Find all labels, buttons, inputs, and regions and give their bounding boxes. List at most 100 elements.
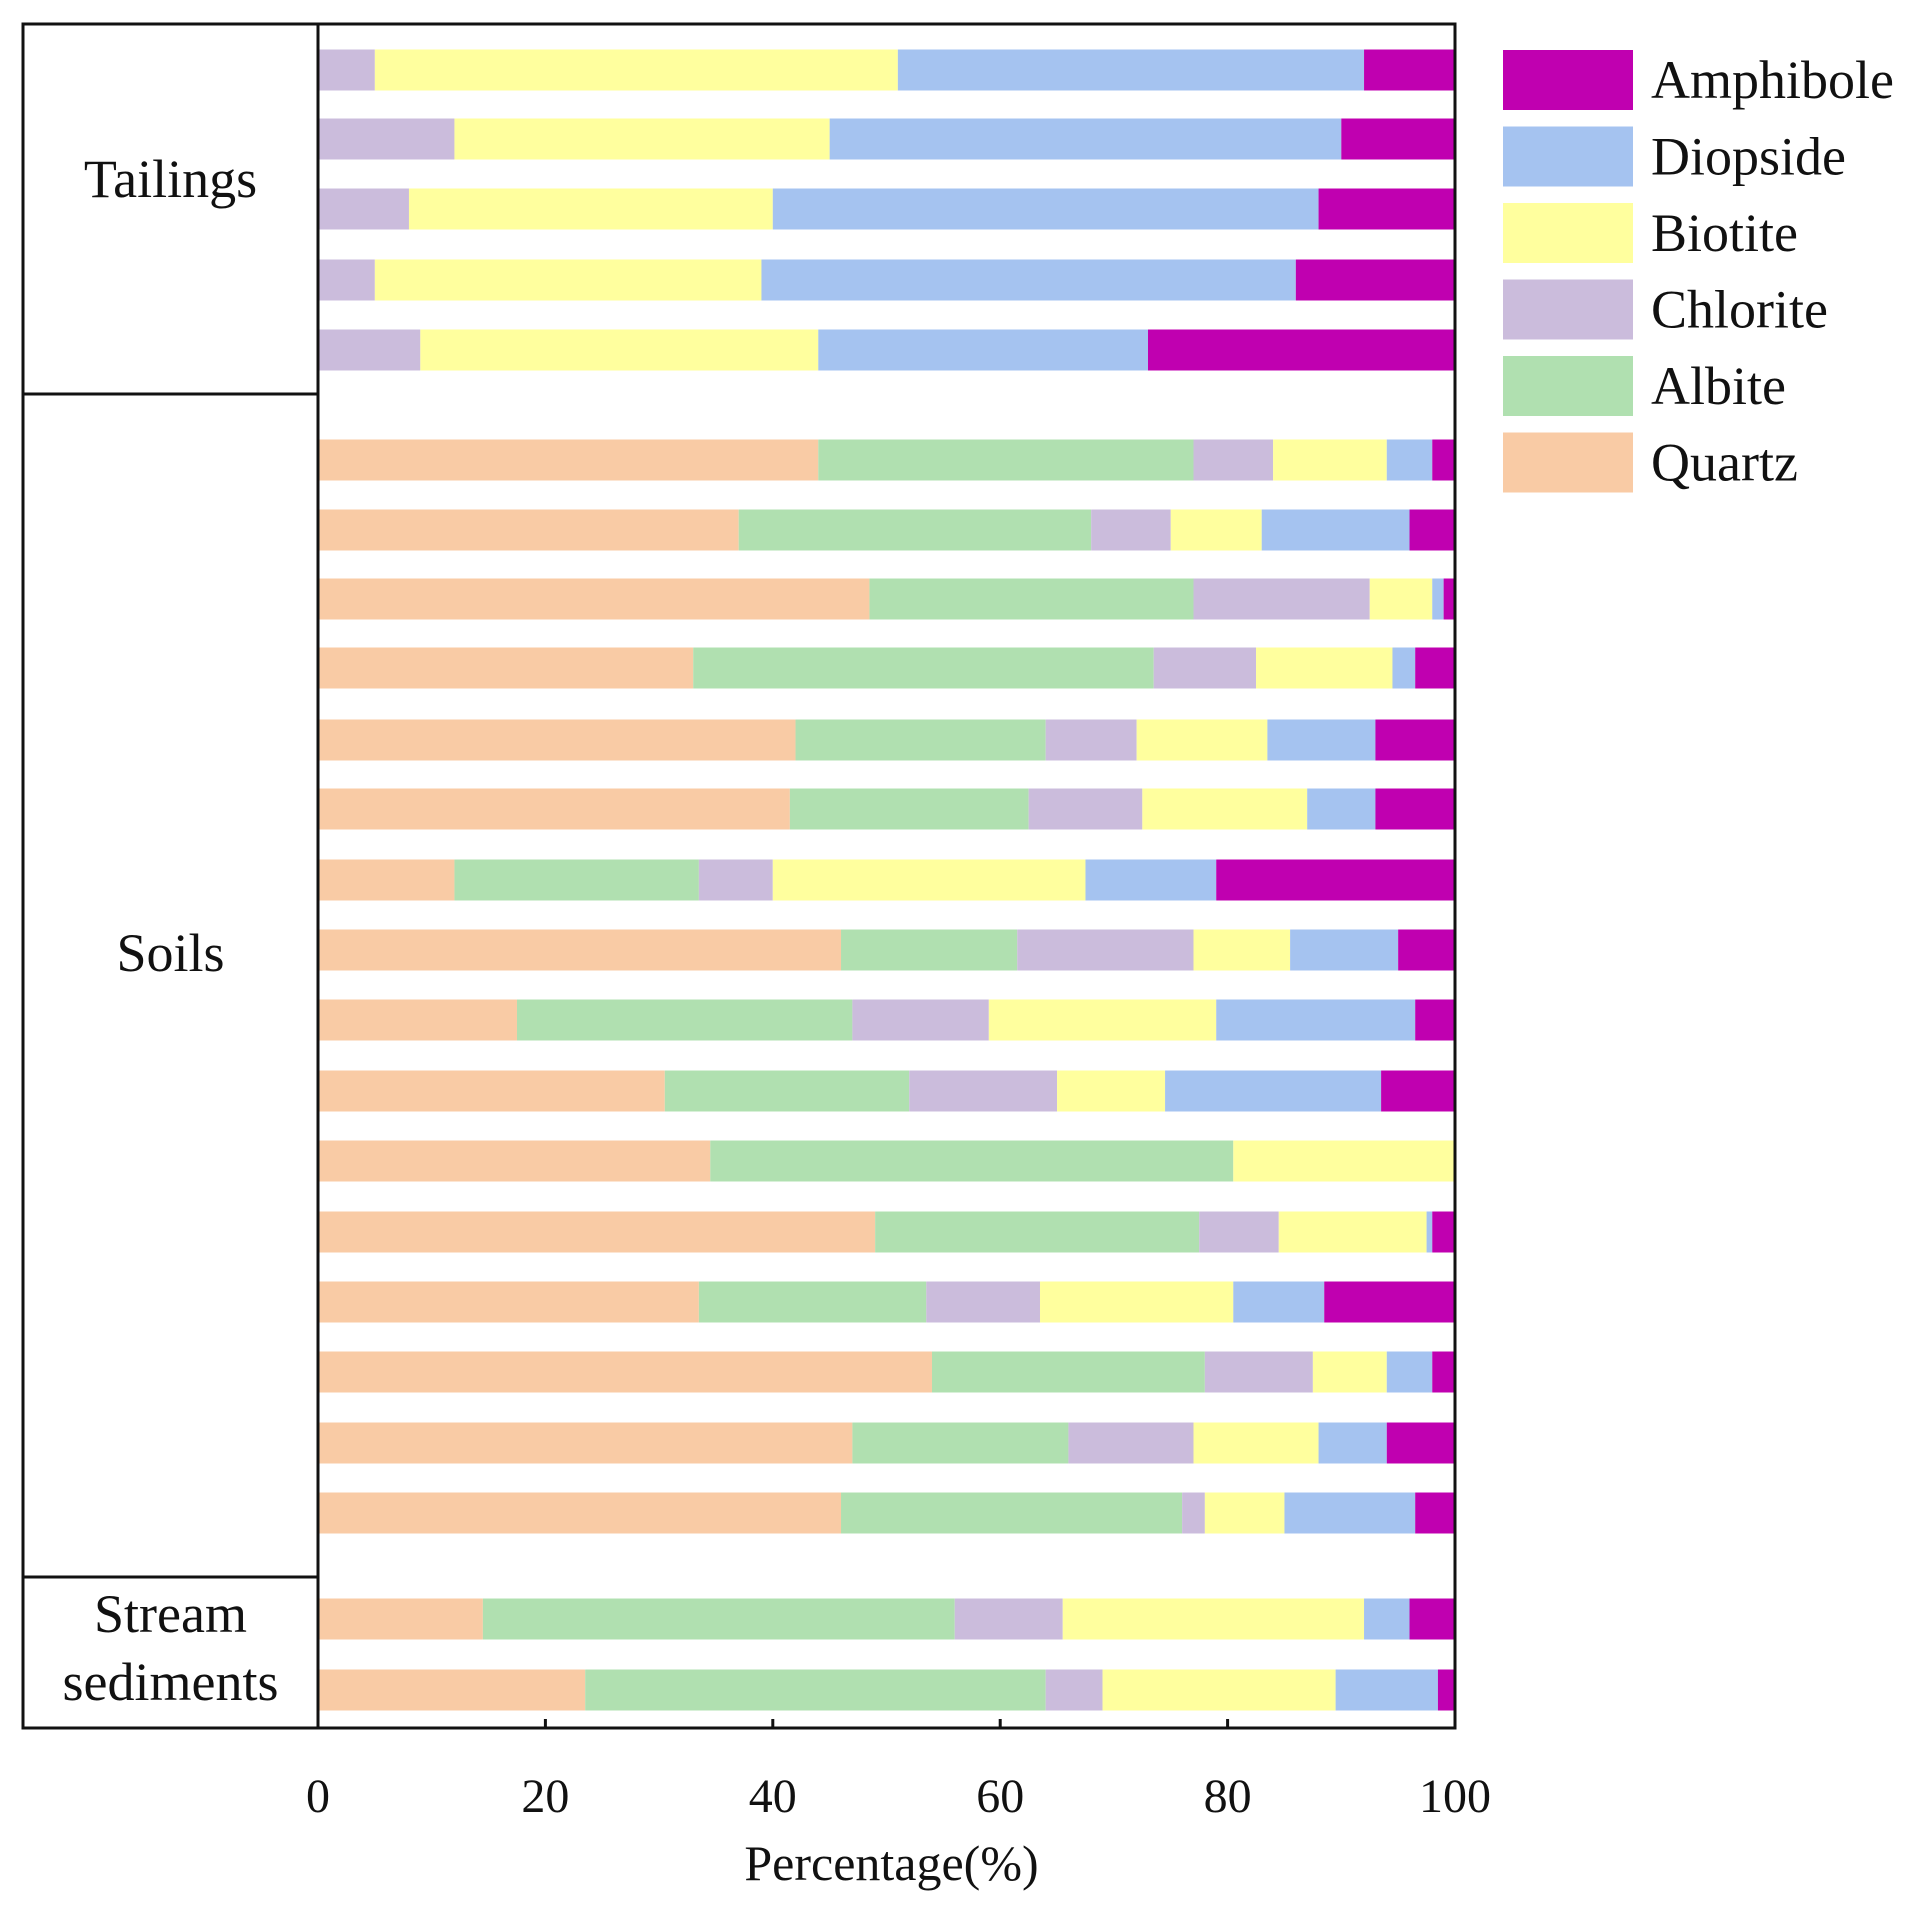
- bar-segment-chlorite: [318, 259, 375, 301]
- bar-row: [318, 1669, 1455, 1711]
- bar-segment-albite: [818, 439, 1194, 481]
- legend-label: Diopside: [1651, 127, 1846, 187]
- bar-segment-quartz: [318, 1669, 586, 1711]
- bar-segment-chlorite: [318, 118, 455, 160]
- bar-segment-chlorite: [1017, 929, 1194, 971]
- bar-segment-amphibole: [1432, 1351, 1455, 1393]
- x-tick-label: 40: [749, 1770, 797, 1823]
- bar-segment-albite: [795, 719, 1046, 761]
- bar-row: [318, 647, 1455, 689]
- bar-segment-chlorite: [318, 49, 375, 91]
- bar-segment-biotite: [1312, 1351, 1387, 1393]
- legend: Amphibole Diopside Biotite Chlorite Albite Qu…: [1503, 50, 1894, 493]
- legend-label: Albite: [1651, 356, 1786, 416]
- bar-row: [318, 1140, 1455, 1182]
- bar-segment-amphibole: [1415, 647, 1455, 689]
- bar-segment-quartz: [318, 1598, 483, 1640]
- bar-segment-diopside: [1386, 439, 1433, 481]
- bar-segment-amphibole: [1415, 1492, 1455, 1534]
- bar-segment-chlorite: [1045, 1669, 1103, 1711]
- bar-segment-amphibole: [1318, 188, 1455, 230]
- bar-segment-biotite: [374, 259, 762, 301]
- bar-row: [318, 999, 1455, 1041]
- bar-segment-amphibole: [1381, 1070, 1455, 1112]
- bar-segment-chlorite: [1193, 439, 1274, 481]
- bar-segment-chlorite: [926, 1281, 1040, 1323]
- bar-group: [318, 1598, 1455, 1711]
- bar-row: [318, 1598, 1455, 1640]
- bar-row: [318, 1070, 1455, 1112]
- x-axis: 0 20 40 60 80 100 Percentage(%): [306, 1719, 1491, 1891]
- bar-segment-chlorite: [852, 999, 989, 1041]
- bar-segment-diopside: [1085, 859, 1217, 901]
- bar-segment-biotite: [1136, 719, 1268, 761]
- bar-row: [318, 188, 1455, 230]
- bar-segment-chlorite: [909, 1070, 1058, 1112]
- bar-segment-albite: [869, 578, 1194, 620]
- legend-swatch: [1503, 203, 1633, 263]
- bar-segment-quartz: [318, 999, 517, 1041]
- bar-segment-amphibole: [1415, 999, 1455, 1041]
- bar-segment-quartz: [318, 719, 796, 761]
- bar-segment-biotite: [1369, 578, 1433, 620]
- bar-segment-albite: [789, 788, 1029, 830]
- bar-segment-diopside: [772, 188, 1319, 230]
- bar-segment-amphibole: [1216, 859, 1455, 901]
- bar-segment-diopside: [1284, 1492, 1416, 1534]
- bar-segment-diopside: [1165, 1070, 1382, 1112]
- bar-segment-diopside: [1267, 719, 1376, 761]
- bar-segment-albite: [841, 1492, 1183, 1534]
- bar-segment-albite: [738, 509, 1092, 551]
- bar-segment-amphibole: [1432, 1211, 1455, 1253]
- legend-label: Quartz: [1651, 433, 1798, 493]
- bar-row: [318, 1211, 1455, 1253]
- bar-row: [318, 329, 1455, 371]
- bar-segment-diopside: [1318, 1422, 1387, 1464]
- bar-segment-quartz: [318, 1281, 699, 1323]
- legend-swatch: [1503, 356, 1633, 416]
- legend-item-quartz: Quartz: [1503, 432, 1798, 493]
- bar-row: [318, 509, 1455, 551]
- bar-segment-amphibole: [1375, 788, 1455, 830]
- bar-segment-amphibole: [1432, 439, 1455, 481]
- legend-item-albite: Albite: [1503, 356, 1786, 416]
- legend-item-amphibole: Amphibole: [1503, 50, 1894, 110]
- bar-segment-amphibole: [1386, 1422, 1455, 1464]
- bar-segment-amphibole: [1443, 578, 1455, 620]
- bar-segment-quartz: [318, 647, 694, 689]
- bar-segment-amphibole: [1437, 1669, 1455, 1711]
- bar-segment-diopside: [897, 49, 1365, 91]
- bar-segment-diopside: [1290, 929, 1399, 971]
- bar-row: [318, 118, 1455, 160]
- bar-row: [318, 929, 1455, 971]
- bar-segment-biotite: [420, 329, 819, 371]
- bar-segment-chlorite: [1204, 1351, 1313, 1393]
- bar-group: [318, 439, 1455, 1534]
- bar-segment-diopside: [1233, 1281, 1325, 1323]
- bar-segment-diopside: [1386, 1351, 1433, 1393]
- group-label: Tailings: [84, 149, 257, 209]
- group-label: Soils: [116, 923, 224, 983]
- bar-segment-quartz: [318, 1140, 711, 1182]
- legend-swatch: [1503, 50, 1633, 110]
- bar-segment-quartz: [318, 1070, 665, 1112]
- legend-swatch: [1503, 126, 1633, 187]
- bar-segment-biotite: [374, 49, 898, 91]
- bar-segment-amphibole: [1409, 1598, 1455, 1640]
- bar-segment-biotite: [1256, 647, 1393, 689]
- bar-segment-biotite: [1057, 1070, 1166, 1112]
- bar-segment-biotite: [1278, 1211, 1427, 1253]
- x-axis-title: Percentage(%): [744, 1835, 1038, 1891]
- bar-segment-chlorite: [1091, 509, 1171, 551]
- bar-segment-diopside: [761, 259, 1296, 301]
- bar-row: [318, 719, 1455, 761]
- x-tick-label: 100: [1419, 1770, 1491, 1823]
- bar-segment-quartz: [318, 1211, 876, 1253]
- bar-row: [318, 259, 1455, 301]
- bar-segment-albite: [841, 929, 1018, 971]
- bar-segment-diopside: [1307, 788, 1376, 830]
- bar-segment-quartz: [318, 1351, 932, 1393]
- bar-segment-amphibole: [1341, 118, 1455, 160]
- bar-segment-biotite: [1193, 929, 1291, 971]
